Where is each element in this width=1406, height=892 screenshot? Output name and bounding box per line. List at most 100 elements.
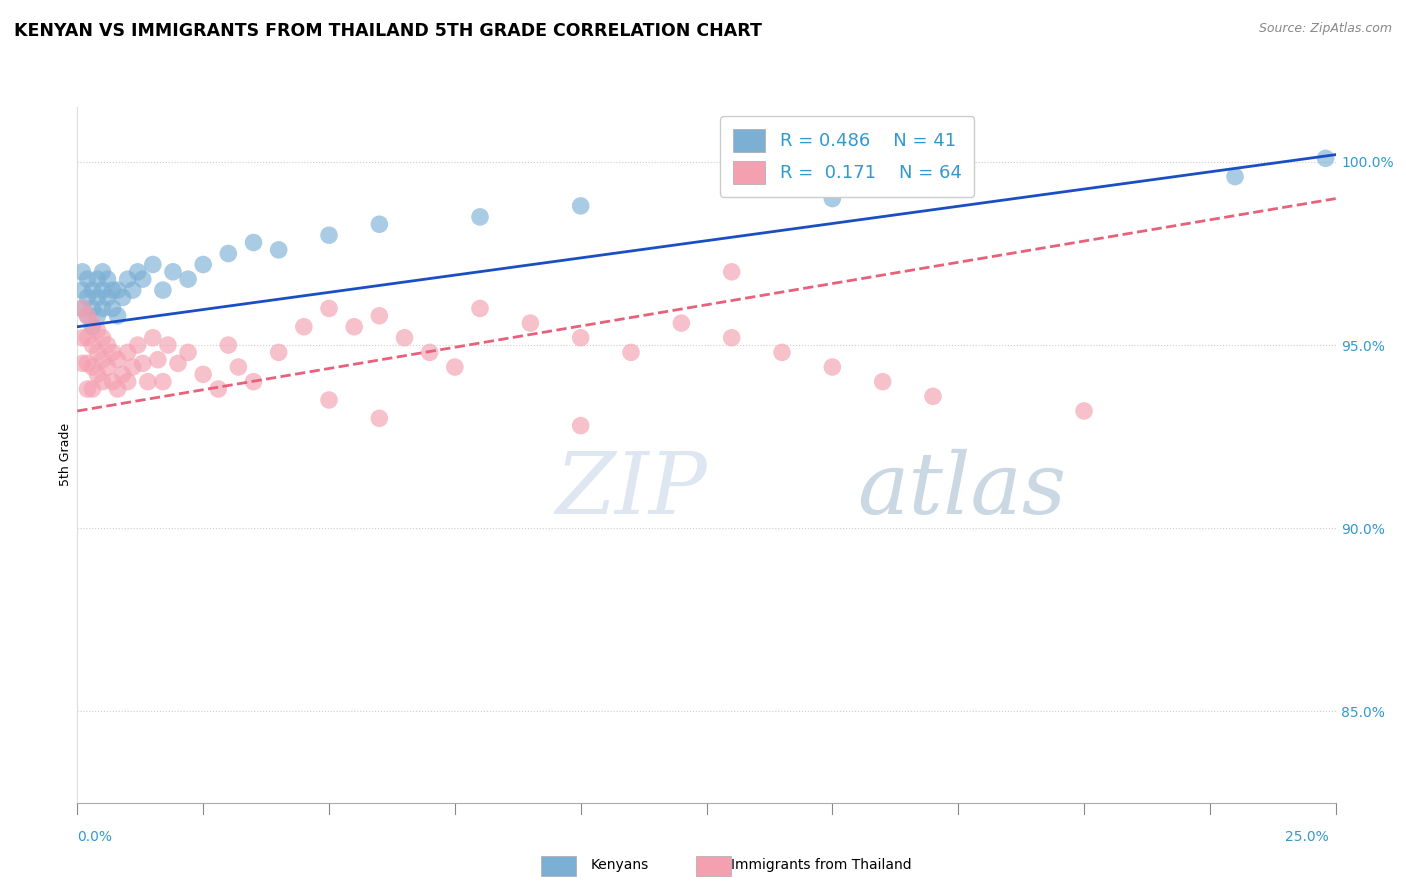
Point: [228, 359, 250, 374]
Point: [720, 331, 742, 345]
Text: Source: ZipAtlas.com: Source: ZipAtlas.com: [1258, 22, 1392, 36]
Point: [76, 309, 98, 323]
Point: [394, 331, 416, 345]
Point: [419, 345, 441, 359]
Point: [91, 331, 114, 345]
Point: [217, 338, 239, 352]
Point: [72, 356, 94, 370]
Point: [191, 258, 215, 272]
Point: [146, 352, 169, 367]
Point: [127, 265, 149, 279]
Point: [82, 319, 104, 334]
Point: [156, 338, 179, 352]
Point: [111, 368, 134, 382]
Point: [72, 265, 94, 279]
Point: [72, 301, 94, 316]
Point: [770, 345, 793, 359]
Point: [82, 359, 104, 374]
Point: [82, 316, 104, 330]
Point: [267, 243, 290, 257]
Point: [117, 375, 139, 389]
Point: [72, 283, 94, 297]
Point: [207, 382, 229, 396]
Point: [72, 301, 94, 316]
Point: [86, 368, 108, 382]
Point: [86, 290, 108, 304]
Point: [720, 265, 742, 279]
Point: [922, 389, 945, 403]
Point: [76, 272, 98, 286]
Point: [117, 272, 139, 286]
Point: [242, 375, 264, 389]
Text: KENYAN VS IMMIGRANTS FROM THAILAND 5TH GRADE CORRELATION CHART: KENYAN VS IMMIGRANTS FROM THAILAND 5TH G…: [14, 22, 762, 40]
Point: [82, 283, 104, 297]
Point: [111, 290, 134, 304]
Point: [86, 309, 108, 323]
Point: [671, 316, 693, 330]
Point: [82, 301, 104, 316]
Point: [569, 331, 592, 345]
Point: [86, 272, 108, 286]
Point: [91, 352, 114, 367]
Point: [132, 272, 155, 286]
Point: [96, 338, 118, 352]
Point: [177, 272, 200, 286]
Point: [292, 319, 315, 334]
Point: [82, 382, 104, 396]
Point: [569, 199, 592, 213]
Point: [101, 345, 124, 359]
Legend: R = 0.486    N = 41, R =  0.171    N = 64: R = 0.486 N = 41, R = 0.171 N = 64: [720, 116, 974, 197]
Point: [132, 356, 155, 370]
Point: [1073, 404, 1095, 418]
Point: [91, 301, 114, 316]
Point: [76, 331, 98, 345]
Point: [872, 375, 894, 389]
Point: [91, 283, 114, 297]
Point: [569, 418, 592, 433]
Text: 25.0%: 25.0%: [1285, 830, 1329, 844]
Point: [121, 359, 143, 374]
Point: [121, 283, 143, 297]
Point: [162, 265, 184, 279]
Point: [368, 309, 391, 323]
Point: [519, 316, 541, 330]
Point: [107, 382, 129, 396]
Point: [96, 290, 118, 304]
Text: Kenyans: Kenyans: [591, 858, 648, 872]
Point: [117, 345, 139, 359]
Text: 0.0%: 0.0%: [77, 830, 112, 844]
Point: [101, 283, 124, 297]
Point: [91, 375, 114, 389]
Point: [96, 359, 118, 374]
Point: [136, 375, 159, 389]
Point: [127, 338, 149, 352]
Point: [368, 411, 391, 425]
Point: [242, 235, 264, 250]
Point: [444, 359, 467, 374]
Y-axis label: 5th Grade: 5th Grade: [59, 424, 72, 486]
Point: [1223, 169, 1246, 184]
Point: [191, 368, 215, 382]
Point: [101, 375, 124, 389]
Point: [468, 210, 491, 224]
Point: [91, 265, 114, 279]
Text: Immigrants from Thailand: Immigrants from Thailand: [731, 858, 911, 872]
Point: [76, 290, 98, 304]
Point: [620, 345, 643, 359]
Point: [167, 356, 190, 370]
Point: [76, 309, 98, 323]
Point: [82, 338, 104, 352]
Point: [821, 359, 844, 374]
Text: ZIP: ZIP: [555, 449, 707, 531]
Point: [142, 331, 165, 345]
Point: [177, 345, 200, 359]
Point: [152, 375, 174, 389]
Point: [76, 356, 98, 370]
Point: [821, 192, 844, 206]
Point: [267, 345, 290, 359]
Point: [152, 283, 174, 297]
Point: [96, 272, 118, 286]
Point: [107, 283, 129, 297]
Text: atlas: atlas: [858, 449, 1067, 531]
Point: [101, 301, 124, 316]
